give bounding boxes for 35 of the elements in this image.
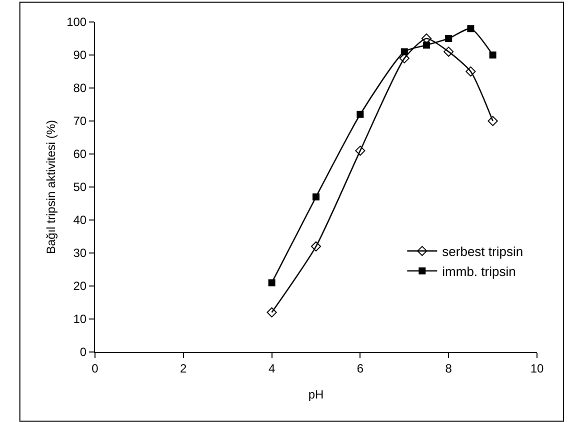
point bbox=[444, 46, 454, 57]
point bbox=[266, 307, 277, 318]
x-tick-label: 10 bbox=[530, 361, 544, 376]
legend-label: immb. tripsin bbox=[442, 264, 516, 279]
x-axis-title: pH bbox=[308, 387, 324, 402]
point bbox=[355, 146, 366, 156]
point bbox=[400, 48, 408, 56]
y-tick-label: 0 bbox=[80, 345, 87, 360]
point bbox=[488, 116, 498, 126]
y-tick-label: 70 bbox=[73, 114, 87, 128]
y-tick-label: 30 bbox=[73, 246, 87, 260]
y-tick-label: 20 bbox=[73, 279, 87, 294]
x-tick-label: 8 bbox=[445, 361, 452, 376]
x-tick-label: 2 bbox=[180, 361, 188, 376]
point bbox=[423, 42, 430, 49]
y-tick-label: 100 bbox=[66, 15, 87, 30]
point bbox=[489, 52, 496, 58]
point bbox=[356, 110, 364, 118]
point bbox=[445, 35, 452, 42]
point bbox=[466, 66, 476, 77]
y-tick-label: 50 bbox=[73, 180, 87, 194]
point bbox=[310, 241, 322, 252]
y-tick-label: 40 bbox=[73, 213, 87, 228]
x-tick-label: 0 bbox=[92, 361, 99, 376]
y-tick-label: 10 bbox=[73, 312, 87, 326]
x-tick-label: 4 bbox=[268, 361, 276, 376]
y-tick-label: 60 bbox=[73, 147, 87, 162]
point bbox=[467, 25, 474, 32]
y-tick-label: 90 bbox=[73, 48, 87, 62]
point bbox=[268, 279, 276, 286]
x-tick-label: 6 bbox=[356, 361, 364, 376]
y-axis-title: Bağıl tripsin aktivitesi (%) bbox=[44, 120, 58, 254]
y-tick-label: 80 bbox=[73, 81, 87, 96]
legend-label: serbest tripsin bbox=[442, 244, 524, 260]
point bbox=[312, 193, 320, 200]
